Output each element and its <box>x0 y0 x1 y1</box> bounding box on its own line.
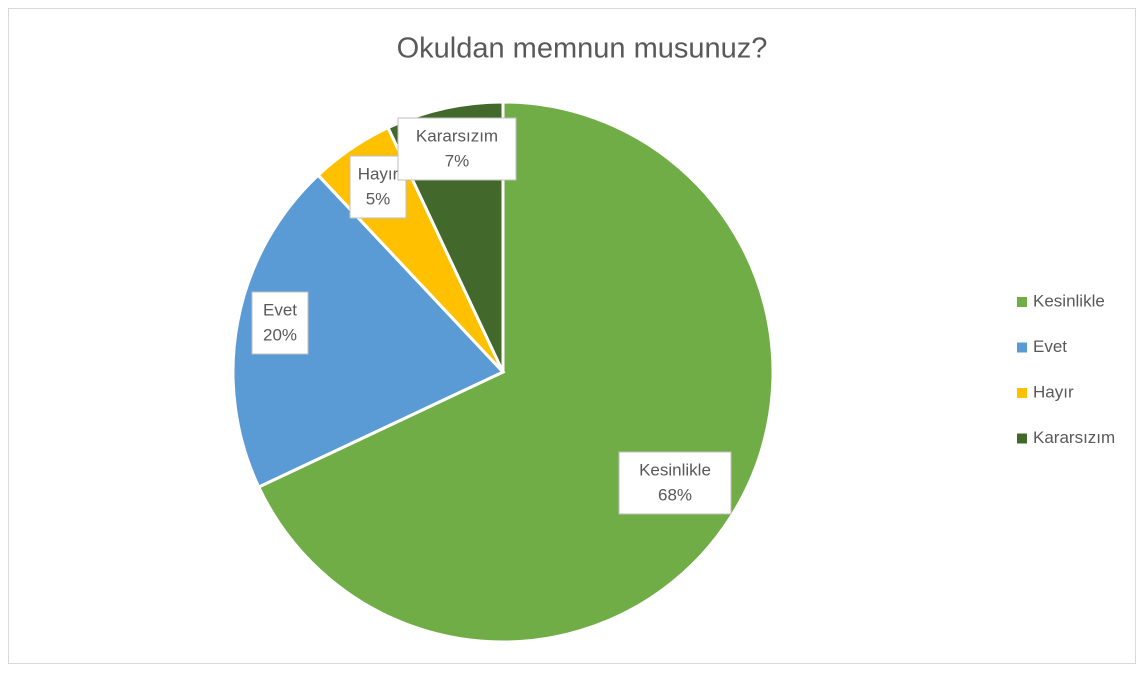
legend-swatch <box>1017 388 1027 398</box>
data-label-box <box>618 451 732 515</box>
legend-label: Evet <box>1033 337 1067 356</box>
data-label-name: Evet <box>263 300 297 319</box>
data-label-value: 7% <box>445 151 470 170</box>
data-label-box <box>349 155 407 219</box>
data-label-box <box>397 117 517 181</box>
chart-title: Okuldan memnun musunuz? <box>397 33 768 65</box>
data-label-value: 68% <box>658 485 692 504</box>
legend-label: Kesinlikle <box>1033 291 1105 310</box>
legend-label: Hayır <box>1033 382 1074 401</box>
legend-swatch <box>1017 297 1027 307</box>
data-label-name: Kesinlikle <box>639 460 711 479</box>
legend-label: Kararsızım <box>1033 428 1115 447</box>
legend-swatch <box>1017 342 1027 353</box>
data-label-value: 5% <box>366 189 391 208</box>
data-label-name: Kararsızım <box>416 126 498 145</box>
data-label-value: 20% <box>263 325 297 344</box>
data-label-name: Hayır <box>358 164 399 183</box>
data-label-box <box>251 291 309 355</box>
pie-slice <box>231 173 506 489</box>
legend-swatch <box>1017 433 1027 444</box>
